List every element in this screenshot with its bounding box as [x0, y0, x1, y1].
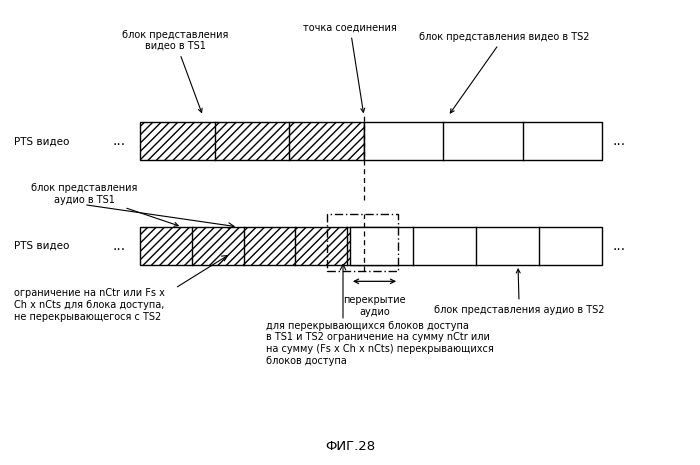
- Bar: [350, 227, 602, 265]
- Text: ограничение на nCtr или Fs x
Ch x nCts для блока доступа,
не перекрывающегося с : ограничение на nCtr или Fs x Ch x nCts д…: [14, 288, 165, 321]
- Bar: [327, 214, 398, 271]
- Bar: [140, 227, 399, 265]
- Text: перекрытие
аудио: перекрытие аудио: [343, 295, 406, 317]
- Bar: [364, 122, 602, 160]
- Bar: [140, 122, 364, 160]
- Text: PTS видео: PTS видео: [14, 241, 69, 251]
- Text: точка соединения: точка соединения: [303, 22, 397, 112]
- Text: блок представления
аудио в TS1: блок представления аудио в TS1: [31, 183, 178, 226]
- Text: ...: ...: [613, 134, 626, 148]
- Text: ...: ...: [113, 239, 125, 253]
- Text: PTS видео: PTS видео: [14, 136, 69, 146]
- Text: ФИГ.28: ФИГ.28: [325, 440, 375, 453]
- Text: ...: ...: [113, 134, 125, 148]
- Text: для перекрывающихся блоков доступа
в TS1 и TS2 ограничение на сумму nCtr или
на : для перекрывающихся блоков доступа в TS1…: [266, 321, 494, 365]
- Text: блок представления
видео в TS1: блок представления видео в TS1: [122, 30, 228, 113]
- Text: блок представления видео в TS2: блок представления видео в TS2: [419, 32, 589, 113]
- Text: блок представления аудио в TS2: блок представления аудио в TS2: [434, 269, 605, 315]
- Text: ...: ...: [613, 239, 626, 253]
